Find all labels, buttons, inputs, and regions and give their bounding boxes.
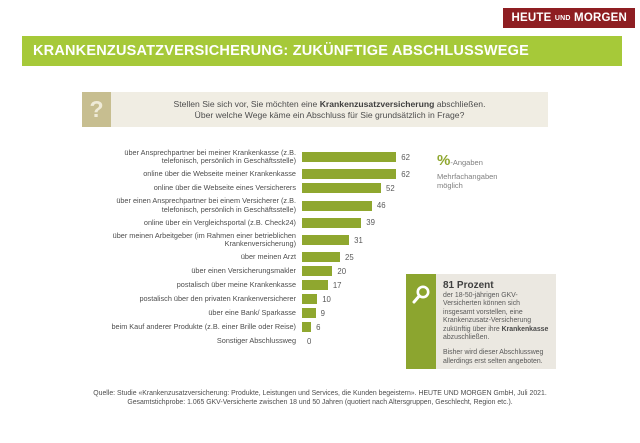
bar-value: 6 (316, 322, 321, 332)
question-line1-pre: Stellen Sie sich vor, Sie möchten eine (173, 98, 320, 109)
magnifier-icon (412, 285, 430, 304)
highlight-body-post: abzuschließen. (443, 334, 490, 342)
company-logo: HEUTE UND MORGEN (503, 8, 635, 28)
highlight-body-bold: Krankenkasse (501, 325, 549, 333)
bar (302, 152, 397, 163)
bar (302, 235, 350, 246)
bar-value: 17 (332, 280, 342, 290)
bar-label: über einen Ansprechpartner bei einem Ver… (116, 196, 296, 214)
percent-note-line2: Mehrfachangaben (437, 172, 498, 181)
bar-label: postalisch über den privaten Krankenvers… (139, 294, 296, 304)
question-line1-bold: Krankenzusatzversicherung (319, 98, 435, 109)
bar (302, 266, 333, 277)
bar-label: online über die Webseite meiner Krankenk… (143, 169, 296, 179)
survey-question-line2: Über welche Wege käme ein Abschluss für … (194, 109, 465, 120)
bar (302, 280, 328, 291)
logo-word-heute: HEUTE (511, 12, 552, 24)
chart-row: beim Kauf anderer Produkte (z.B. einer B… (86, 322, 434, 333)
slide-title-banner: KRANKENZUSATZVERSICHERUNG: ZUKÜNFTIGE AB… (22, 36, 622, 66)
bar-value: 25 (345, 252, 354, 262)
bar-value: 62 (401, 169, 410, 179)
bar-label: über meinen Arbeitgeber (im Rahmen einer… (112, 230, 296, 249)
highlight-strip (406, 274, 436, 369)
bar-value: 39 (366, 218, 375, 228)
bar (302, 200, 372, 211)
bar (302, 294, 318, 305)
highlight-body: der 18-50-jährigen GKV-Versicherten könn… (443, 292, 549, 342)
chart-row: über meinen Arbeitgeber (im Rahmen einer… (86, 230, 434, 249)
chart-row: über einen Ansprechpartner bei einem Ver… (86, 196, 434, 214)
chart-row: postalisch über meine Krankenkasse 17 (86, 280, 434, 291)
percent-suffix: -Angaben (450, 158, 483, 167)
chart-row: online über die Webseite eines Versicher… (86, 183, 434, 194)
chart-row: online über die Webseite meiner Krankenk… (86, 169, 434, 180)
bar-label: beim Kauf anderer Produkte (z.B. einer B… (111, 322, 296, 332)
bar-value: 46 (376, 201, 386, 211)
bar-value: 62 (401, 152, 410, 162)
bar-value: 52 (386, 183, 395, 193)
bar-value: 10 (322, 294, 331, 304)
bar-label: Sonstiger Abschlussweg (216, 336, 296, 346)
chart-row: Sonstiger Abschlussweg 0 (86, 336, 434, 346)
highlight-body-pre: der 18-50-jährigen GKV-Versicherten könn… (443, 292, 532, 333)
percent-symbol: % (437, 152, 451, 169)
bar-chart: über Ansprechpartner bei meiner Krankenk… (86, 148, 434, 350)
chart-row: über eine Bank/ Sparkasse 9 (86, 308, 434, 319)
bar-value: 20 (337, 266, 347, 276)
bar-label: online über die Webseite eines Versicher… (153, 183, 296, 193)
source-line1: Quelle: Studie «Krankenzusatzversicherun… (93, 390, 547, 397)
highlight-content: 81 Prozent der 18-50-jährigen GKV-Versic… (436, 274, 556, 369)
bar-label: online über ein Vergleichsportal (z.B. C… (143, 217, 296, 227)
survey-question-line1: Stellen Sie sich vor, Sie möchten eine K… (174, 99, 486, 110)
logo-word-morgen: MORGEN (574, 12, 627, 24)
bar (302, 308, 316, 319)
bar (302, 217, 362, 228)
percent-note-line1: %-Angaben (437, 152, 547, 170)
bar-label: über meinen Arzt (240, 252, 296, 262)
highlight-title: 81 Prozent (443, 280, 494, 291)
question-mark-glyph: ? (89, 96, 104, 122)
percent-note-line3: möglich (437, 181, 463, 190)
survey-question-box: Stellen Sie sich vor, Sie möchten eine K… (111, 92, 548, 127)
bar-value: 9 (320, 308, 326, 318)
bar (302, 169, 397, 180)
question-line1-post: abschließen. (434, 98, 486, 109)
bar (302, 322, 312, 333)
bar (302, 183, 382, 194)
bar-label: über eine Bank/ Sparkasse (208, 308, 296, 318)
chart-row: online über ein Vergleichsportal (z.B. C… (86, 217, 434, 228)
chart-row: über einen Versicherungsmakler 20 (86, 266, 434, 277)
bar (302, 252, 340, 263)
percent-note: %-Angaben Mehrfachangaben möglich (437, 152, 547, 190)
bar-value: 0 (307, 336, 312, 346)
source-footer: Quelle: Studie «Krankenzusatzversicherun… (0, 389, 640, 407)
source-line2: Gesamtstichprobe: 1.065 GKV-Versicherte … (127, 399, 513, 406)
question-mark-icon: ? (82, 92, 111, 127)
slide-title: KRANKENZUSATZVERSICHERUNG: ZUKÜNFTIGE AB… (33, 43, 529, 59)
chart-row: über meinen Arzt 25 (86, 252, 434, 263)
highlight-callout: 81 Prozent der 18-50-jährigen GKV-Versic… (406, 274, 556, 369)
bar-label: über einen Versicherungsmakler (191, 266, 296, 276)
bar-value: 31 (354, 235, 363, 245)
chart-row: postalisch über den privaten Krankenvers… (86, 294, 434, 305)
logo-word-und: UND (554, 15, 571, 22)
bar-label: über Ansprechpartner bei meiner Krankenk… (124, 148, 296, 166)
bar-label: postalisch über meine Krankenkasse (176, 280, 296, 290)
chart-row: über Ansprechpartner bei meiner Krankenk… (86, 148, 434, 166)
highlight-body2: Bisher wird dieser Abschlussweg allerdin… (443, 349, 544, 365)
